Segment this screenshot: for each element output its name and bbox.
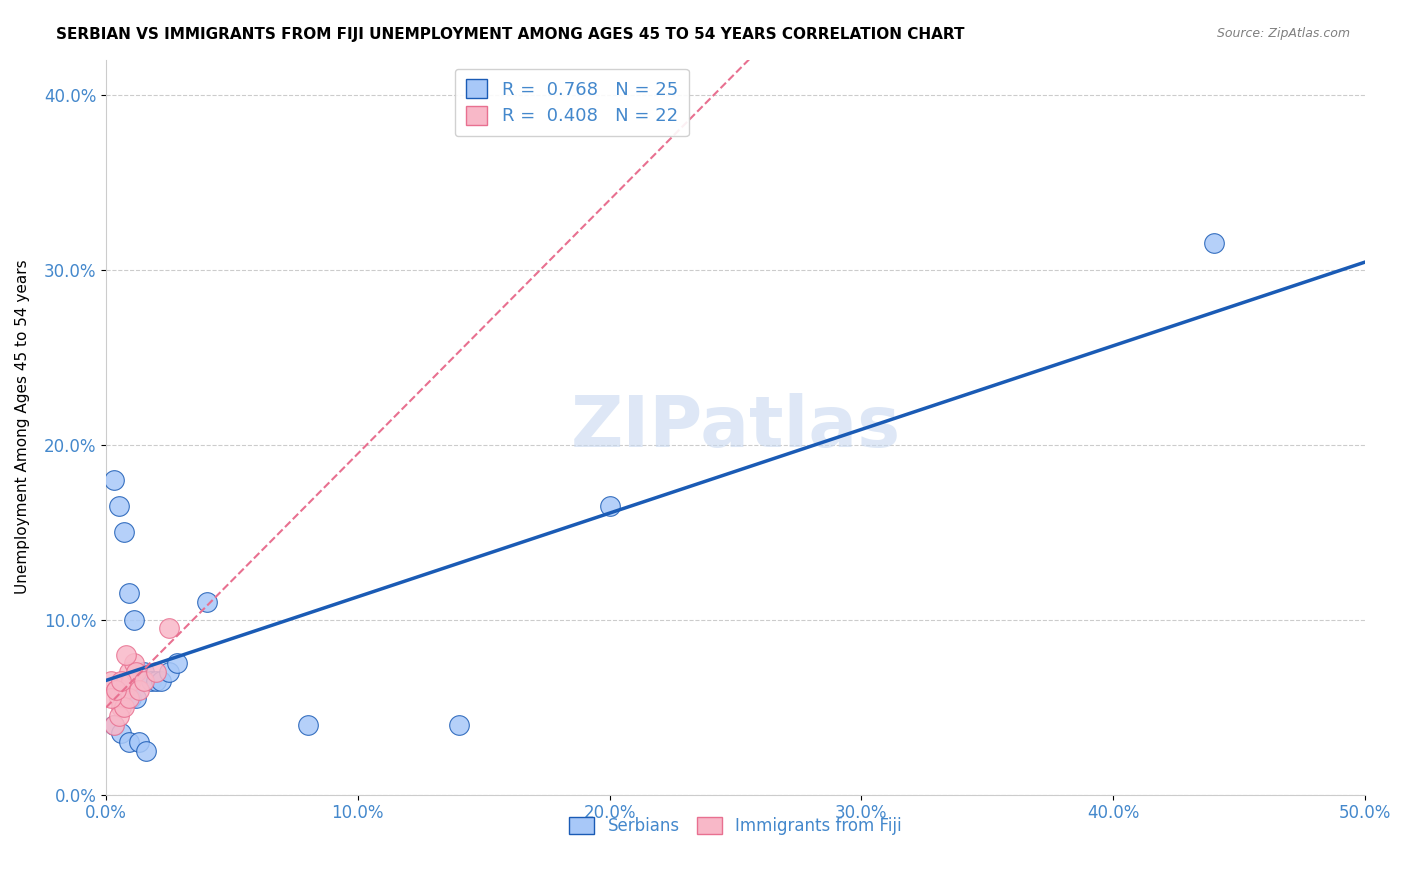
- Point: [110, 673, 132, 688]
- Point: [447, 717, 470, 731]
- Point: [128, 735, 150, 749]
- Y-axis label: Unemployment Among Ages 45 to 54 years: Unemployment Among Ages 45 to 54 years: [15, 260, 30, 594]
- Point: [145, 665, 167, 680]
- Point: [112, 525, 135, 540]
- Point: [157, 622, 180, 636]
- Point: [120, 673, 142, 688]
- Point: [100, 673, 122, 688]
- Point: [122, 613, 145, 627]
- Point: [150, 673, 173, 688]
- Point: [132, 673, 155, 688]
- Point: [125, 691, 148, 706]
- Point: [125, 665, 148, 680]
- Point: [103, 717, 125, 731]
- Point: [110, 726, 132, 740]
- Point: [107, 709, 129, 723]
- Point: [107, 691, 129, 706]
- Point: [100, 691, 122, 706]
- Point: [103, 717, 125, 731]
- Point: [105, 682, 128, 697]
- Point: [118, 735, 141, 749]
- Text: Source: ZipAtlas.com: Source: ZipAtlas.com: [1216, 27, 1350, 40]
- Point: [118, 691, 141, 706]
- Point: [118, 665, 141, 680]
- Point: [145, 673, 167, 688]
- Point: [135, 744, 157, 758]
- Legend: Serbians, Immigrants from Fiji: Serbians, Immigrants from Fiji: [560, 807, 911, 846]
- Point: [141, 673, 163, 688]
- Point: [128, 682, 150, 697]
- Point: [122, 657, 145, 671]
- Text: ZIPatlas: ZIPatlas: [571, 392, 900, 462]
- Point: [297, 717, 319, 731]
- Point: [118, 586, 141, 600]
- Text: SERBIAN VS IMMIGRANTS FROM FIJI UNEMPLOYMENT AMONG AGES 45 TO 54 YEARS CORRELATI: SERBIAN VS IMMIGRANTS FROM FIJI UNEMPLOY…: [56, 27, 965, 42]
- Point: [157, 665, 180, 680]
- Point: [115, 648, 138, 662]
- Point: [112, 700, 135, 714]
- Point: [115, 673, 138, 688]
- Point: [107, 682, 129, 697]
- Point: [166, 657, 188, 671]
- Point: [115, 682, 138, 697]
- Point: [103, 473, 125, 487]
- Point: [110, 700, 132, 714]
- Point: [120, 691, 142, 706]
- Point: [112, 682, 135, 697]
- Point: [195, 595, 218, 609]
- Point: [107, 499, 129, 513]
- Point: [599, 499, 621, 513]
- Point: [1202, 236, 1225, 251]
- Point: [132, 665, 155, 680]
- Point: [105, 682, 128, 697]
